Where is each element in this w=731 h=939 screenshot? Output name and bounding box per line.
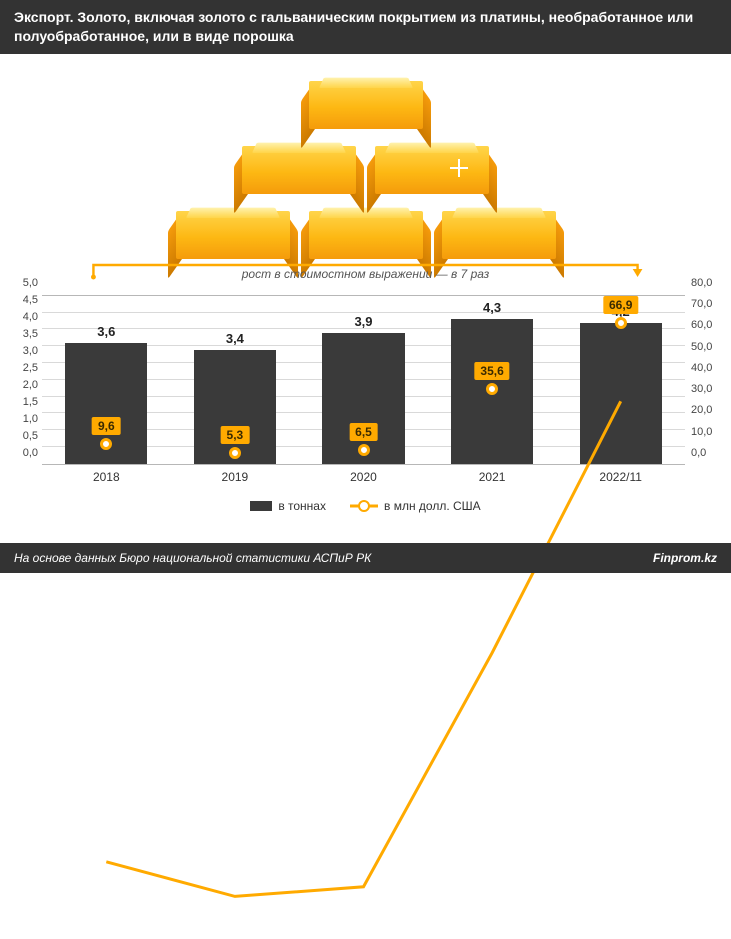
y-left-tick: 1,0 — [12, 413, 38, 425]
y-left-tick: 1,5 — [12, 396, 38, 408]
y-left-tick: 4,5 — [12, 294, 38, 306]
y-left-tick: 5,0 — [12, 277, 38, 289]
bar — [580, 323, 662, 464]
bar-value-label: 4,3 — [428, 300, 557, 315]
bar-value-label: 3,9 — [299, 314, 428, 329]
x-axis-label: 2018 — [42, 464, 171, 484]
chart-column: 4,32021 — [428, 296, 557, 464]
y-right-tick: 10,0 — [691, 426, 719, 438]
legend-label-line: в млн долл. США — [384, 499, 481, 513]
legend-swatch-bar — [250, 501, 272, 511]
export-chart: 0,00,51,01,52,02,53,03,54,04,55,0 0,010,… — [12, 287, 719, 517]
bar — [65, 343, 147, 464]
chart-column: 3,92020 — [299, 296, 428, 464]
legend-item-line: в млн долл. США — [350, 499, 481, 513]
x-axis-label: 2020 — [299, 464, 428, 484]
y-left-tick: 2,5 — [12, 362, 38, 374]
footer-brand: Finprom.kz — [653, 551, 717, 565]
y-right-tick: 60,0 — [691, 319, 719, 331]
y-axis-left: 0,00,51,01,52,02,53,03,54,04,55,0 — [12, 295, 42, 465]
footer-source: На основе данных Бюро национальной стати… — [14, 551, 371, 565]
bar-value-label: 3,6 — [42, 324, 171, 339]
y-left-tick: 0,0 — [12, 447, 38, 459]
chart-column: 3,62018 — [42, 296, 171, 464]
x-axis-label: 2022/11 — [556, 464, 685, 484]
y-right-tick: 0,0 — [691, 447, 719, 459]
gold-pyramid-illustration — [0, 59, 731, 259]
bar — [322, 333, 404, 464]
gold-bars-pyramid — [156, 64, 576, 259]
chart-column: 4,22022/11 — [556, 296, 685, 464]
y-right-tick: 80,0 — [691, 277, 719, 289]
x-axis-label: 2021 — [428, 464, 557, 484]
y-left-tick: 4,0 — [12, 311, 38, 323]
chart-column: 3,42019 — [171, 296, 300, 464]
legend-swatch-line — [350, 500, 378, 512]
x-axis-label: 2019 — [171, 464, 300, 484]
y-axis-right: 0,010,020,030,040,050,060,070,080,0 — [685, 295, 719, 465]
annotation-arrow — [74, 259, 657, 277]
y-left-tick: 3,0 — [12, 345, 38, 357]
bar-value-label: 4,2 — [556, 304, 685, 319]
y-right-tick: 20,0 — [691, 404, 719, 416]
chart-title: Экспорт. Золото, включая золото с гальва… — [14, 9, 693, 44]
y-right-tick: 30,0 — [691, 383, 719, 395]
plot-area: 3,620183,420193,920204,320214,22022/11 9… — [42, 295, 685, 465]
y-left-tick: 3,5 — [12, 328, 38, 340]
legend-label-bars: в тоннах — [278, 499, 326, 513]
y-right-tick: 50,0 — [691, 341, 719, 353]
growth-annotation: рост в стоимостном выражении — в 7 раз — [40, 259, 691, 287]
bar-value-label: 3,4 — [171, 331, 300, 346]
header-bar: Экспорт. Золото, включая золото с гальва… — [0, 0, 731, 54]
y-left-tick: 2,0 — [12, 379, 38, 391]
footer-bar: На основе данных Бюро национальной стати… — [0, 543, 731, 573]
legend-item-bars: в тоннах — [250, 499, 326, 513]
y-right-tick: 70,0 — [691, 298, 719, 310]
y-left-tick: 0,5 — [12, 430, 38, 442]
y-right-tick: 40,0 — [691, 362, 719, 374]
bar — [194, 350, 276, 464]
bar — [451, 319, 533, 463]
chart-legend: в тоннах в млн долл. США — [12, 499, 719, 513]
